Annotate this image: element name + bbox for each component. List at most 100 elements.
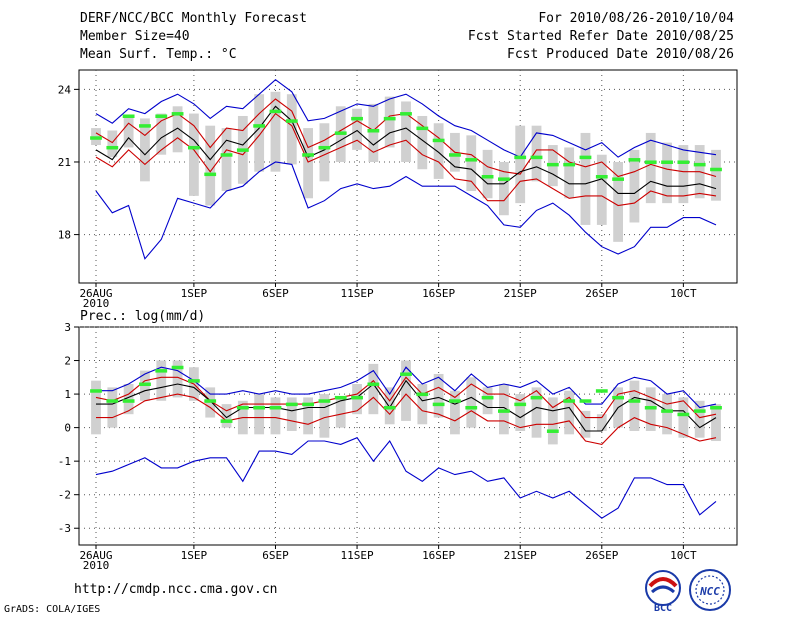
forecast-marker [498, 409, 510, 413]
forecast-marker [90, 389, 102, 393]
forecast-marker [367, 382, 380, 387]
forecast-marker [253, 405, 266, 410]
spread-box [466, 377, 477, 428]
forecast-marker [514, 155, 527, 160]
spread-box [433, 373, 444, 418]
x-tick-label: 26SEP [585, 287, 618, 300]
y-tick-label: 1 [64, 388, 71, 401]
forecast-marker [710, 167, 722, 172]
x-tick-label: 10CT [670, 549, 697, 562]
spread-box [678, 397, 689, 438]
x-tick-label: 1SEP [181, 549, 208, 562]
forecast-marker [220, 419, 233, 423]
series-min [95, 161, 717, 260]
spread-box [123, 384, 134, 415]
spread-box [482, 387, 493, 415]
spread-box [140, 118, 150, 182]
spread-box [401, 101, 411, 162]
spread-box [711, 149, 721, 201]
forecast-marker [628, 158, 641, 162]
forecast-marker [334, 131, 347, 135]
ncc-logo-text: NCC [699, 585, 720, 598]
spread-box [531, 125, 542, 182]
forecast-marker [465, 158, 478, 162]
spread-box [694, 400, 705, 438]
bcc-logo: BCC [645, 570, 681, 614]
spread-box [368, 363, 379, 415]
y-tick-label: 18 [58, 229, 71, 242]
series-max [95, 78, 717, 158]
grads-credit: GrADS: COLA/IGES [4, 604, 101, 615]
ncc-logo: NCC [689, 569, 731, 611]
spread-box [564, 147, 575, 199]
forecast-marker [302, 402, 314, 407]
spread-box [613, 161, 623, 242]
spread-box [564, 390, 575, 435]
spread-box [482, 149, 493, 199]
forecast-marker [400, 372, 412, 376]
spread-box [678, 145, 689, 204]
x-tick-label: 21SEP [504, 287, 537, 300]
forecast-marker [253, 124, 266, 128]
forecast-marker [400, 112, 412, 116]
spread-box [417, 384, 428, 425]
spread-box [270, 397, 281, 435]
forecast-marker [612, 177, 624, 181]
forecast-marker [285, 402, 298, 407]
forecast-marker [563, 162, 576, 167]
forecast-marker [236, 148, 249, 152]
forecast-marker [677, 160, 690, 164]
forecast-marker [269, 405, 282, 410]
spread-box [433, 123, 444, 179]
x-tick-label: 10CT [670, 287, 697, 300]
forecast-marker [579, 399, 592, 403]
y-tick-label: 2 [64, 355, 71, 368]
forecast-marker [171, 112, 184, 116]
forecast-marker [318, 145, 331, 150]
member-size: Member Size=40 [80, 29, 190, 44]
forecast-marker [285, 119, 298, 123]
forecast-marker [498, 177, 510, 181]
spread-box [662, 394, 672, 435]
forecast-marker [155, 114, 168, 118]
forecast-marker [693, 409, 706, 413]
forecast-marker [139, 382, 151, 387]
forecast-marker [416, 392, 429, 397]
spread-box [123, 115, 134, 148]
spread-box [368, 103, 379, 162]
x-tick-label: 16SEP [422, 549, 455, 562]
y-tick-label: -1 [58, 455, 71, 468]
forecast-marker [644, 405, 657, 410]
y-tick-label: 3 [64, 321, 71, 334]
forecast-marker [465, 405, 478, 410]
x-tick-label: 6SEP [262, 549, 289, 562]
forecast-marker [449, 153, 461, 157]
variable-label: Mean Surf. Temp.: °C [80, 47, 237, 62]
series-mean [96, 379, 717, 432]
x-tick-label: 26SEP [585, 549, 618, 562]
forecast-marker [383, 405, 396, 410]
x-tick-label: 16SEP [422, 287, 455, 300]
spread-box [417, 115, 428, 170]
forecast-marker [612, 395, 624, 400]
x-tick-label: 11SEP [340, 549, 373, 562]
spread-box [596, 154, 607, 225]
y-tick-label: 24 [58, 83, 72, 96]
footer-url[interactable]: http://cmdp.ncc.cma.gov.cn [74, 582, 278, 597]
y-tick-label: 21 [58, 156, 71, 169]
forecast-marker [106, 145, 119, 150]
forecast-marker [579, 155, 592, 160]
forecast-marker [171, 365, 184, 370]
spread-box [189, 113, 199, 196]
header-left: DERF/NCC/BCC Monthly Forecast Member Siz… [80, 10, 307, 64]
forecast-marker [530, 395, 543, 400]
spread-box [172, 106, 183, 153]
forecast-period: For 2010/08/26-2010/10/04 [538, 11, 734, 26]
forecast-marker [661, 409, 673, 413]
spread-box [172, 360, 183, 398]
y-tick-label: 0 [64, 422, 71, 435]
spread-box [531, 387, 542, 438]
